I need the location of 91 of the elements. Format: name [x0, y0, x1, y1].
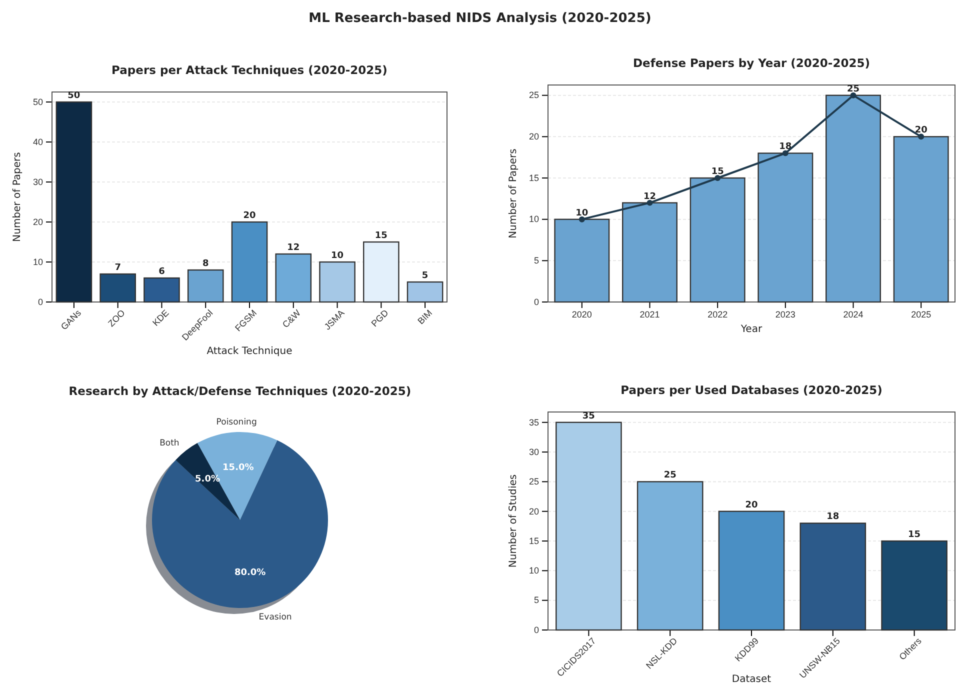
bar — [231, 221, 268, 303]
y-tick-label: 35 — [528, 417, 539, 428]
y-tick-label: 0 — [534, 624, 539, 635]
point — [782, 150, 788, 156]
slice-label: Both — [160, 438, 180, 448]
y-tick-label: 10 — [528, 214, 539, 224]
data-label: 18 — [826, 512, 840, 522]
y-axis-title: Number of Studies — [508, 474, 519, 568]
bar — [636, 481, 704, 631]
data-label: 25 — [664, 470, 676, 481]
x-tick-label: BIM — [416, 308, 434, 326]
data-label: 15 — [908, 530, 921, 540]
x-tick-label: 2025 — [911, 309, 932, 320]
x-axis-title: Dataset — [732, 674, 772, 685]
bar — [893, 136, 949, 303]
data-label: 20 — [914, 126, 928, 136]
y-tick-label: 30 — [32, 176, 43, 187]
y-tick-label: 5 — [534, 595, 539, 606]
bar — [56, 101, 92, 303]
bar — [622, 202, 678, 303]
bar — [881, 540, 948, 631]
point — [918, 134, 924, 140]
y-tick-label: 0 — [534, 296, 539, 307]
slice-label: Evasion — [258, 612, 292, 623]
data-label: 12 — [287, 243, 300, 253]
chart-title: Defense Papers by Year (2020-2025) — [633, 56, 870, 70]
point — [578, 216, 585, 222]
text: ML Research-based NIDS Analysis (2020-2025) — [308, 11, 652, 26]
y-tick-label: 0 — [38, 296, 43, 307]
data-label: 20 — [745, 500, 758, 510]
chart-title: Papers per Attack Techniques (2020-2025) — [112, 63, 388, 77]
y-tick-label: 50 — [32, 96, 43, 107]
bar — [187, 269, 224, 303]
data-label: 35 — [582, 411, 595, 422]
data-label: 20 — [243, 211, 256, 221]
x-tick-label: 2020 — [572, 309, 592, 320]
bar — [690, 177, 746, 303]
y-tick-label: 25 — [528, 476, 539, 487]
y-tick-label: 15 — [528, 536, 539, 546]
bar — [554, 218, 610, 303]
y-tick-label: 10 — [528, 566, 539, 576]
data-label: 10 — [331, 251, 344, 261]
point — [714, 175, 721, 181]
y-tick-label: 30 — [528, 446, 539, 457]
data-label: 12 — [643, 192, 656, 202]
y-tick-label: 20 — [528, 506, 539, 516]
bar — [319, 261, 356, 303]
bar — [556, 422, 622, 631]
data-label: 25 — [846, 84, 860, 94]
data-label: 10 — [576, 208, 588, 218]
y-tick-label: 40 — [32, 136, 43, 147]
bar — [718, 510, 785, 631]
bar — [275, 253, 312, 303]
data-label: 80.0% — [234, 568, 266, 578]
data-label: 8 — [202, 259, 209, 269]
y-axis-title: Number of Papers — [12, 152, 23, 242]
pie-slice — [152, 440, 328, 608]
x-tick-label: 2024 — [843, 309, 864, 320]
chart-title: Papers per Used Databases (2020-2025) — [620, 383, 882, 397]
y-tick-label: 5 — [534, 256, 539, 266]
data-label: 5 — [422, 271, 428, 281]
point — [646, 200, 653, 206]
y-tick-label: 20 — [32, 216, 43, 227]
data-label: 15 — [711, 167, 724, 177]
data-label: 6 — [158, 267, 165, 277]
y-tick-label: 10 — [32, 256, 43, 267]
y-axis-title: Number of Papers — [508, 148, 519, 238]
data-label: 7 — [114, 263, 121, 273]
y-tick-label: 20 — [528, 132, 539, 142]
x-tick-label: 2022 — [708, 309, 728, 320]
x-tick-label: 2021 — [640, 309, 660, 320]
y-tick-label: 15 — [528, 172, 539, 183]
x-axis-title: Year — [740, 324, 763, 335]
y-tick-label: 25 — [528, 90, 539, 100]
data-label: 15.0% — [222, 463, 254, 474]
point — [850, 92, 856, 98]
bar — [363, 241, 400, 303]
chart-title: Research by Attack/Defense Techniques (2020-2025) — [68, 384, 412, 398]
data-label: 18 — [779, 142, 792, 152]
x-axis-title: Attack Technique — [206, 346, 292, 357]
data-label: 50 — [68, 91, 80, 101]
bar — [826, 94, 881, 303]
bar — [758, 152, 814, 303]
bar — [406, 281, 444, 303]
slice-label: Poisoning — [216, 418, 257, 428]
bar — [100, 273, 136, 303]
pie-slice — [197, 432, 278, 520]
x-tick-label: 2023 — [775, 309, 796, 320]
bar — [144, 277, 180, 303]
data-label: 15 — [374, 231, 388, 241]
bar — [800, 522, 866, 631]
